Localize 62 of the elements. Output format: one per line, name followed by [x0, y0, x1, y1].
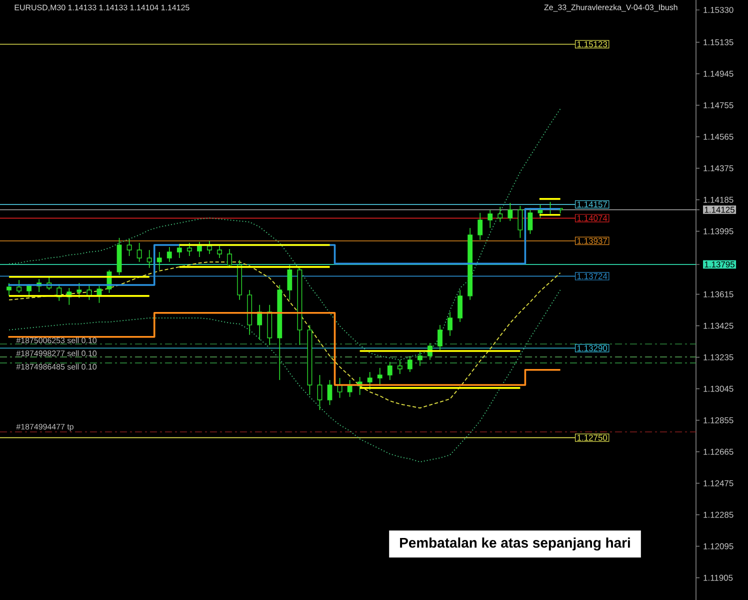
y-tick-label: 1.12475 — [704, 480, 734, 486]
candlestick — [448, 312, 452, 336]
candlestick — [377, 367, 382, 386]
candlestick — [458, 290, 463, 322]
y-tick-label: 1.14125 — [704, 206, 734, 213]
candlestick — [166, 246, 172, 262]
ref-line-label: 1.13724 — [577, 273, 608, 280]
ref-line-label: 1.14157 — [577, 201, 607, 208]
y-tick-label: 1.12285 — [704, 512, 734, 518]
candlestick — [347, 380, 352, 398]
y-tick-label: 1.15330 — [704, 6, 734, 13]
candlestick — [207, 240, 212, 254]
candlestick — [508, 202, 513, 222]
candlestick — [136, 242, 142, 262]
ref-line-label: 1.13937 — [577, 238, 607, 244]
candlestick — [518, 206, 523, 238]
candlestick — [217, 246, 222, 258]
y-tick-label: 1.12855 — [704, 417, 734, 424]
y-tick-label: 1.13795 — [704, 261, 734, 268]
candlestick — [387, 362, 392, 380]
y-tick-label: 1.13045 — [704, 386, 734, 392]
y-tick-label: 1.14755 — [704, 102, 734, 108]
candlestick — [407, 356, 412, 372]
candlestick — [287, 264, 292, 300]
candlestick — [156, 252, 162, 270]
candlestick — [418, 352, 422, 366]
candlestick — [146, 250, 152, 268]
candlestick — [438, 324, 442, 350]
ref-line-label: 1.12750 — [577, 434, 608, 441]
y-tick-label: 1.13235 — [704, 354, 734, 360]
y-tick-label: 1.11905 — [704, 574, 733, 581]
candlestick — [227, 248, 232, 268]
annotation: Pembatalan ke atas sepanjang hari — [400, 537, 630, 551]
y-tick-label: 1.15135 — [704, 39, 734, 46]
candlestick — [76, 282, 82, 298]
y-tick-label: 1.14945 — [704, 70, 734, 77]
y-tick-label: 1.14375 — [704, 165, 734, 172]
candlestick — [186, 242, 192, 256]
candlestick — [488, 209, 493, 228]
ref-line-label: 1.15123 — [577, 41, 608, 48]
y-tick-label: 1.13425 — [704, 322, 734, 329]
candlestick — [478, 212, 483, 240]
y-tick-label: 1.13995 — [704, 228, 734, 234]
candlestick — [257, 304, 262, 340]
candlestick — [16, 280, 22, 294]
ref-line-label: 1.14074 — [577, 215, 608, 222]
candlestick — [367, 372, 372, 390]
candlestick — [397, 360, 402, 374]
y-tick-label: 1.12095 — [704, 543, 734, 550]
candlestick — [528, 208, 533, 234]
candlestick — [126, 238, 132, 256]
candlestick — [197, 241, 202, 258]
y-tick-label: 1.12665 — [704, 448, 734, 455]
y-tick-label: 1.14185 — [704, 196, 734, 203]
candlestick — [327, 380, 332, 406]
candlestick — [498, 206, 503, 222]
ref-line-label: 1.13290 — [577, 345, 608, 352]
candlestick — [6, 282, 12, 296]
candlestick — [317, 374, 322, 410]
y-tick-label: 1.13615 — [704, 291, 734, 298]
y-tick-label: 1.14565 — [704, 134, 734, 140]
candlestick — [176, 243, 182, 258]
